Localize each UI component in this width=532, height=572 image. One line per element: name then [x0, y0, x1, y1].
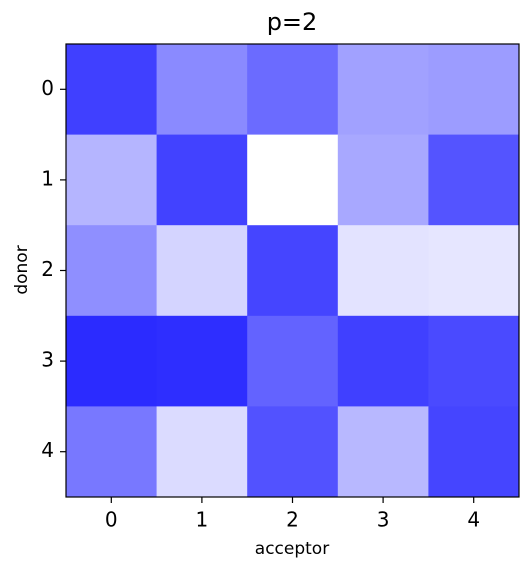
x-axis-label: acceptor — [255, 539, 329, 559]
heatmap-cell — [156, 315, 248, 407]
x-tick-label: 1 — [196, 508, 209, 532]
heatmap-cell — [247, 315, 339, 407]
heatmap-cell — [66, 44, 158, 136]
heatmap-cell — [337, 406, 429, 498]
y-tick-label: 1 — [41, 166, 54, 190]
heatmap-cell — [428, 44, 520, 136]
heatmap-cell — [66, 225, 158, 317]
heatmap-cell — [428, 225, 520, 317]
heatmap-cell — [247, 406, 339, 498]
heatmap-cell — [66, 134, 158, 226]
x-tick-label: 4 — [467, 508, 480, 532]
heatmap-cell — [337, 134, 429, 226]
heatmap-cell — [337, 315, 429, 407]
heatmap-cell — [337, 44, 429, 136]
y-axis-label: donor — [12, 245, 32, 294]
y-tick-label: 4 — [41, 438, 54, 462]
heatmap-cell — [428, 315, 520, 407]
x-tick-label: 3 — [377, 508, 390, 532]
heatmap-cell — [247, 44, 339, 136]
chart-title: p=2 — [267, 8, 318, 36]
heatmap-cell — [66, 315, 158, 407]
x-tick-label: 2 — [286, 508, 299, 532]
heatmap-cell — [428, 406, 520, 498]
heatmap-cell — [428, 134, 520, 226]
y-tick-label: 0 — [41, 76, 54, 100]
heatmap-cell — [156, 44, 248, 136]
heatmap-cell — [247, 134, 339, 226]
heatmap-cell — [337, 225, 429, 317]
heatmap-cell — [247, 225, 339, 317]
heatmap-cell — [66, 406, 158, 498]
x-tick-label: 0 — [105, 508, 118, 532]
heatmap-cell — [156, 134, 248, 226]
heatmap-cell — [156, 406, 248, 498]
y-tick-label: 3 — [41, 348, 54, 372]
y-tick-label: 2 — [41, 257, 54, 281]
heatmap-cell — [156, 225, 248, 317]
